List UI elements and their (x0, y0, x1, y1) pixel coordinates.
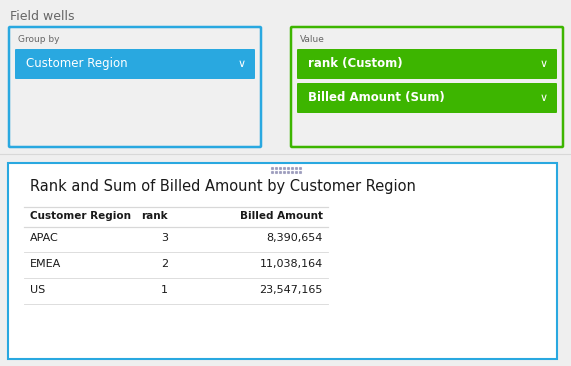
Text: Value: Value (300, 35, 325, 44)
Text: ∨: ∨ (540, 93, 548, 103)
Text: 11,038,164: 11,038,164 (260, 259, 323, 269)
FancyBboxPatch shape (9, 27, 261, 147)
Text: 23,547,165: 23,547,165 (260, 285, 323, 295)
Text: ∨: ∨ (540, 59, 548, 69)
Text: Field wells: Field wells (10, 10, 74, 23)
Text: rank: rank (142, 211, 168, 221)
Text: Billed Amount: Billed Amount (240, 211, 323, 221)
Text: 2: 2 (161, 259, 168, 269)
Text: APAC: APAC (30, 233, 59, 243)
Text: Customer Region: Customer Region (30, 211, 131, 221)
FancyBboxPatch shape (297, 49, 557, 79)
Text: Customer Region: Customer Region (26, 57, 128, 71)
Text: ∨: ∨ (238, 59, 246, 69)
FancyBboxPatch shape (15, 49, 255, 79)
Text: 1: 1 (161, 285, 168, 295)
Text: US: US (30, 285, 45, 295)
FancyBboxPatch shape (291, 27, 563, 147)
Text: EMEA: EMEA (30, 259, 61, 269)
Text: Group by: Group by (18, 35, 59, 44)
FancyBboxPatch shape (297, 83, 557, 113)
Bar (8, 163, 557, 359)
Text: Rank and Sum of Billed Amount by Customer Region: Rank and Sum of Billed Amount by Custome… (30, 179, 416, 194)
Text: 8,390,654: 8,390,654 (267, 233, 323, 243)
Text: rank (Custom): rank (Custom) (308, 57, 403, 71)
Text: 3: 3 (161, 233, 168, 243)
Text: Billed Amount (Sum): Billed Amount (Sum) (308, 92, 445, 105)
